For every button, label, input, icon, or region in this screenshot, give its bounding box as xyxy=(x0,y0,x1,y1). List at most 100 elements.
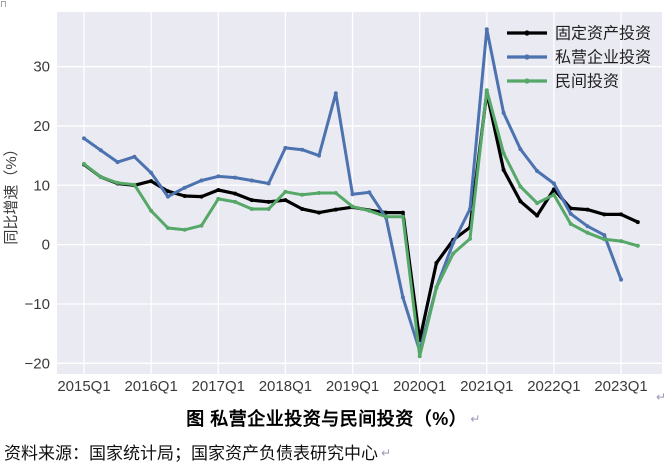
data-point-marker xyxy=(317,153,321,158)
data-point-marker xyxy=(501,151,506,156)
data-point-marker xyxy=(333,191,338,195)
data-point-marker xyxy=(635,220,640,225)
data-point-marker xyxy=(317,191,321,195)
data-point-marker xyxy=(468,207,472,211)
y-axis-label: 同比增速（%） xyxy=(3,141,20,244)
data-point-marker xyxy=(484,88,489,93)
data-point-marker xyxy=(132,182,137,187)
y-tick-label: 0 xyxy=(42,237,50,254)
figure-return-mark: ↵ xyxy=(656,390,667,404)
data-point-marker xyxy=(568,211,573,216)
figure-caption: 图 私营企业投资与民间投资（%） ↵ xyxy=(0,405,667,431)
data-point-marker xyxy=(400,214,405,219)
data-point-marker xyxy=(551,187,556,192)
y-tick-label: 30 xyxy=(33,59,50,76)
x-tick-label: 2015Q1 xyxy=(57,378,110,395)
legend-marker-sample xyxy=(524,30,530,36)
data-point-marker xyxy=(451,240,456,245)
data-point-marker xyxy=(199,178,204,183)
data-point-marker xyxy=(182,194,187,198)
data-point-marker xyxy=(400,295,405,300)
data-point-marker xyxy=(518,199,523,204)
data-point-marker xyxy=(165,194,170,199)
y-tick-label: −20 xyxy=(25,355,50,372)
data-point-marker xyxy=(619,277,624,282)
data-point-marker xyxy=(501,167,506,172)
x-tick-label: 2020Q1 xyxy=(393,378,446,395)
data-point-marker xyxy=(551,181,556,186)
y-tick-label: −10 xyxy=(25,296,50,313)
series-line xyxy=(82,88,640,358)
data-point-marker xyxy=(350,204,355,209)
data-point-marker xyxy=(367,208,372,213)
data-point-marker xyxy=(132,154,137,159)
data-point-marker xyxy=(535,201,540,206)
data-point-marker xyxy=(182,227,187,232)
data-point-marker xyxy=(333,207,338,212)
data-point-marker xyxy=(568,221,573,226)
data-point-marker xyxy=(216,196,221,201)
data-point-marker xyxy=(602,212,607,217)
data-point-marker xyxy=(602,233,607,238)
data-point-marker xyxy=(182,185,187,190)
data-point-marker xyxy=(333,91,338,96)
data-point-marker xyxy=(249,198,254,203)
data-point-marker xyxy=(535,169,540,173)
data-point-marker xyxy=(518,147,523,152)
data-point-marker xyxy=(216,188,221,192)
data-point-marker xyxy=(233,175,238,180)
series-民间投资 xyxy=(82,88,640,359)
data-point-marker xyxy=(384,214,389,219)
data-point-marker xyxy=(149,179,154,184)
x-tick-label: 2021Q1 xyxy=(460,378,513,395)
legend-label: 民间投资 xyxy=(555,73,619,91)
data-point-marker xyxy=(635,243,640,248)
figure-caption-text: 图 私营企业投资与民间投资（%） xyxy=(186,409,468,429)
x-axis-ticks: 2015Q1 2016Q1 2017Q1 2018Q1 2019Q1 2020Q1 2021… xyxy=(57,378,647,395)
data-point-marker xyxy=(199,194,204,199)
x-tick-label: 2016Q1 xyxy=(124,378,177,395)
data-point-marker xyxy=(585,207,590,212)
data-point-marker xyxy=(484,27,489,32)
source-return-mark: ↵ xyxy=(381,446,392,460)
data-point-marker xyxy=(585,224,590,229)
data-point-marker xyxy=(115,180,120,185)
data-point-marker xyxy=(400,210,405,215)
data-point-marker xyxy=(266,199,271,204)
data-point-marker xyxy=(551,192,556,197)
data-point-marker xyxy=(266,181,271,186)
data-point-marker xyxy=(468,236,472,241)
data-point-marker xyxy=(82,136,86,141)
x-tick-label: 2018Q1 xyxy=(259,378,312,395)
source-note-text: 资料来源：国家统计局；国家资产负债表研究中心 xyxy=(4,444,378,463)
y-axis-ticks: −20 −10 0 10 20 30 xyxy=(25,59,50,373)
data-point-marker xyxy=(115,160,120,165)
data-point-marker xyxy=(300,192,305,197)
y-tick-label: 10 xyxy=(33,177,50,194)
caption-return-mark: ↵ xyxy=(470,412,481,426)
x-tick-label: 2017Q1 xyxy=(192,378,245,395)
data-point-marker xyxy=(165,189,170,194)
data-point-marker xyxy=(350,192,355,197)
data-point-marker xyxy=(199,223,204,228)
data-point-marker xyxy=(535,213,540,218)
data-point-marker xyxy=(266,207,271,211)
data-point-marker xyxy=(317,210,321,215)
x-tick-label: 2022Q1 xyxy=(527,378,580,395)
data-point-marker xyxy=(300,147,305,152)
legend-label: 固定资产投资 xyxy=(555,25,651,43)
source-note: 资料来源：国家统计局；国家资产负债表研究中心 ↵ xyxy=(4,439,391,464)
data-point-marker xyxy=(233,199,238,204)
data-point-marker xyxy=(249,178,254,183)
data-point-marker xyxy=(233,191,238,196)
data-point-marker xyxy=(451,251,456,256)
data-point-marker xyxy=(619,239,624,244)
data-point-marker xyxy=(165,226,170,230)
data-point-marker xyxy=(417,354,422,359)
data-point-marker xyxy=(585,230,590,235)
data-point-marker xyxy=(98,175,103,179)
data-point-marker xyxy=(283,198,288,203)
